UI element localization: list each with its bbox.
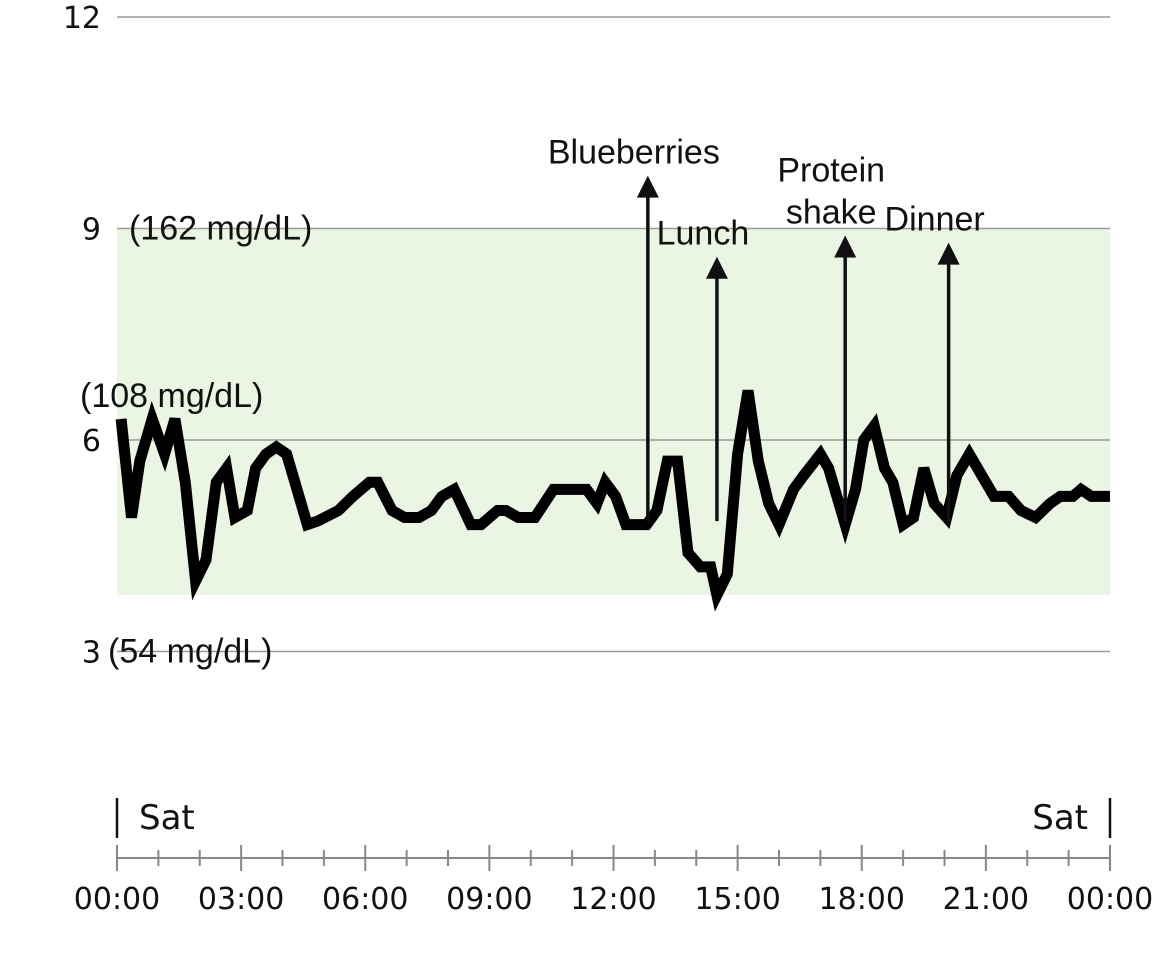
mgdl-label: (162 mg/dL) [129, 210, 312, 248]
annotation-label: shake [786, 194, 877, 232]
annotation-label: Blueberries [548, 134, 720, 172]
y-axis-ticks: 12 9 6 3 [63, 1, 101, 671]
x-tick-label: 12:00 [570, 882, 656, 917]
annotation-label: Lunch [657, 215, 750, 253]
glucose-series-line [115, 389, 1110, 612]
mgdl-labels: (162 mg/dL) (108 mg/dL) (54 mg/dL) [80, 210, 312, 671]
x-tick-label: 00:00 [1067, 882, 1153, 917]
annotation-lunch: Lunch [657, 215, 750, 522]
x-tick-label: 21:00 [943, 882, 1029, 917]
y-tick-label: 6 [82, 424, 101, 459]
mgdl-label: (108 mg/dL) [80, 377, 263, 415]
x-tick-label: 00:00 [74, 882, 160, 917]
x-tick-label: 15:00 [694, 882, 780, 917]
x-axis: 00:00 03:00 06:00 09:00 12:00 15:00 18:00 21:00… [74, 798, 1153, 917]
annotation-protein-shake: Protein shake [777, 152, 885, 522]
annotation-dinner: Dinner [885, 201, 985, 522]
x-tick-label: 06:00 [322, 882, 408, 917]
annotation-label: Protein [777, 152, 885, 190]
x-tick-label: 03:00 [198, 882, 284, 917]
x-tick-label: 09:00 [446, 882, 532, 917]
day-start-label: Sat [139, 798, 195, 838]
annotation-arrow-head [937, 242, 960, 265]
annotation-arrow-head [705, 256, 728, 279]
annotation-arrow-head [636, 175, 659, 198]
grid-lines [117, 16, 1110, 653]
target-range-band [117, 228, 1110, 596]
x-tick-label: 18:00 [819, 882, 905, 917]
mgdl-label: (54 mg/dL) [108, 633, 272, 671]
annotation-label: Dinner [885, 201, 985, 239]
annotation-arrow-head [834, 235, 857, 258]
y-tick-label: 3 [82, 636, 101, 671]
day-end-label: Sat [1032, 798, 1088, 838]
meal-annotations: Blueberries Lunch Protein shake Dinner [548, 134, 985, 522]
y-tick-label: 12 [63, 1, 101, 36]
y-tick-label: 9 [82, 213, 101, 248]
annotation-blueberries: Blueberries [548, 134, 720, 522]
